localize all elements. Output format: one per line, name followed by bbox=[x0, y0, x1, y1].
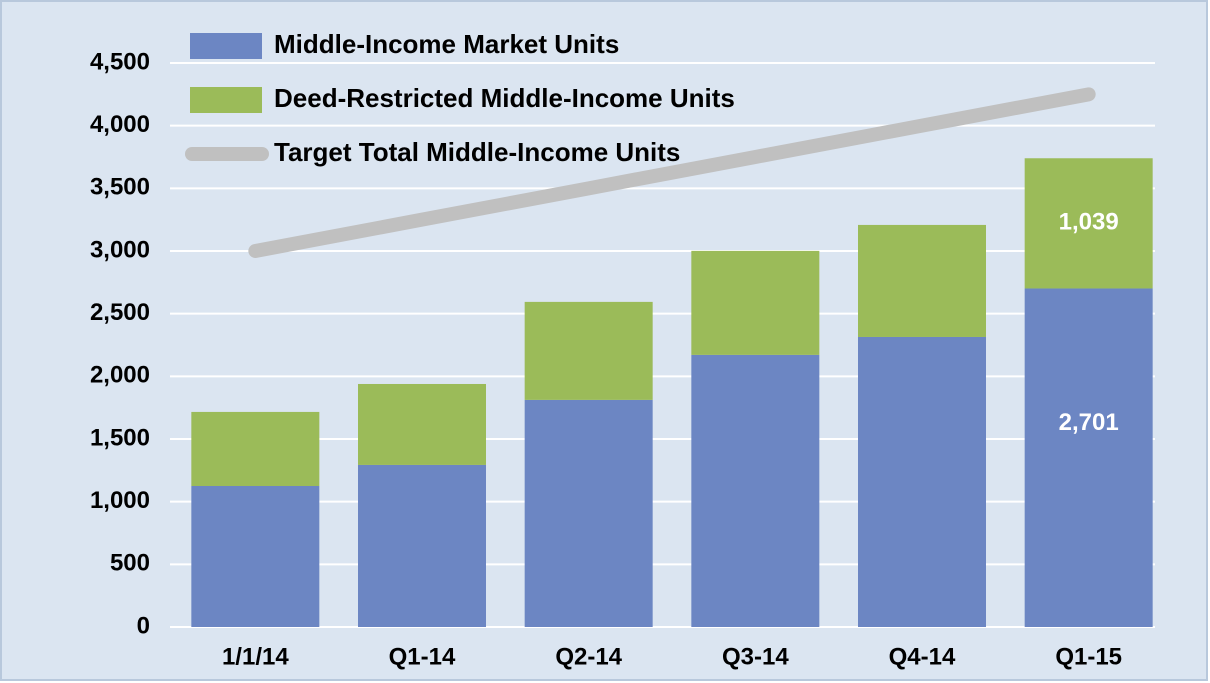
bar-segment bbox=[358, 383, 486, 465]
y-tick-label: 3,500 bbox=[90, 174, 150, 201]
lines bbox=[248, 87, 1096, 258]
bar-segment bbox=[691, 250, 820, 355]
bar-segment bbox=[1024, 158, 1153, 289]
data-label: 1,039 bbox=[1059, 209, 1119, 236]
legend-label: Middle-Income Market Units bbox=[274, 29, 619, 59]
bar-segment bbox=[191, 486, 320, 627]
y-tick-label: 3,000 bbox=[90, 236, 150, 263]
y-tick-label: 4,000 bbox=[90, 111, 150, 138]
bar-segment bbox=[691, 354, 820, 627]
y-tick-label: 1,000 bbox=[90, 487, 150, 514]
x-tick-label: Q1-15 bbox=[1055, 643, 1122, 670]
x-tick-label: Q1-14 bbox=[389, 643, 456, 670]
legend-label: Deed-Restricted Middle-Income Units bbox=[274, 83, 735, 113]
y-tick-label: 2,000 bbox=[90, 362, 150, 389]
x-tick-label: Q3-14 bbox=[722, 643, 789, 670]
legend-swatch bbox=[190, 33, 262, 59]
legend-swatch bbox=[190, 87, 262, 113]
bar-segment bbox=[358, 464, 486, 627]
legend-label: Target Total Middle-Income Units bbox=[274, 137, 680, 167]
y-tick-label: 1,500 bbox=[90, 424, 150, 451]
bar-segment bbox=[524, 301, 653, 400]
bar-segment bbox=[1024, 288, 1153, 627]
x-tick-label: Q4-14 bbox=[889, 643, 956, 670]
y-tick-label: 500 bbox=[110, 550, 150, 577]
bar-segment bbox=[858, 224, 986, 337]
x-tick-label: 1/1/14 bbox=[222, 643, 289, 670]
data-label: 2,701 bbox=[1059, 409, 1119, 436]
grid bbox=[170, 62, 1155, 628]
y-tick-label: 0 bbox=[137, 612, 150, 639]
bar-segment bbox=[524, 399, 653, 627]
target-line bbox=[248, 87, 1096, 258]
y-tick-label: 2,500 bbox=[90, 299, 150, 326]
y-tick-label: 4,500 bbox=[90, 48, 150, 75]
legend: Middle-Income Market Units Deed-Restricte… bbox=[185, 29, 735, 167]
bars bbox=[191, 158, 1153, 627]
labels: 0 500 1,000 1,500 2,000 2,500 3,000 3,500 4,000 4… bbox=[90, 48, 1122, 670]
bar-segment bbox=[858, 336, 986, 627]
bar-segment bbox=[191, 411, 320, 486]
x-tick-label: Q2-14 bbox=[555, 643, 622, 670]
